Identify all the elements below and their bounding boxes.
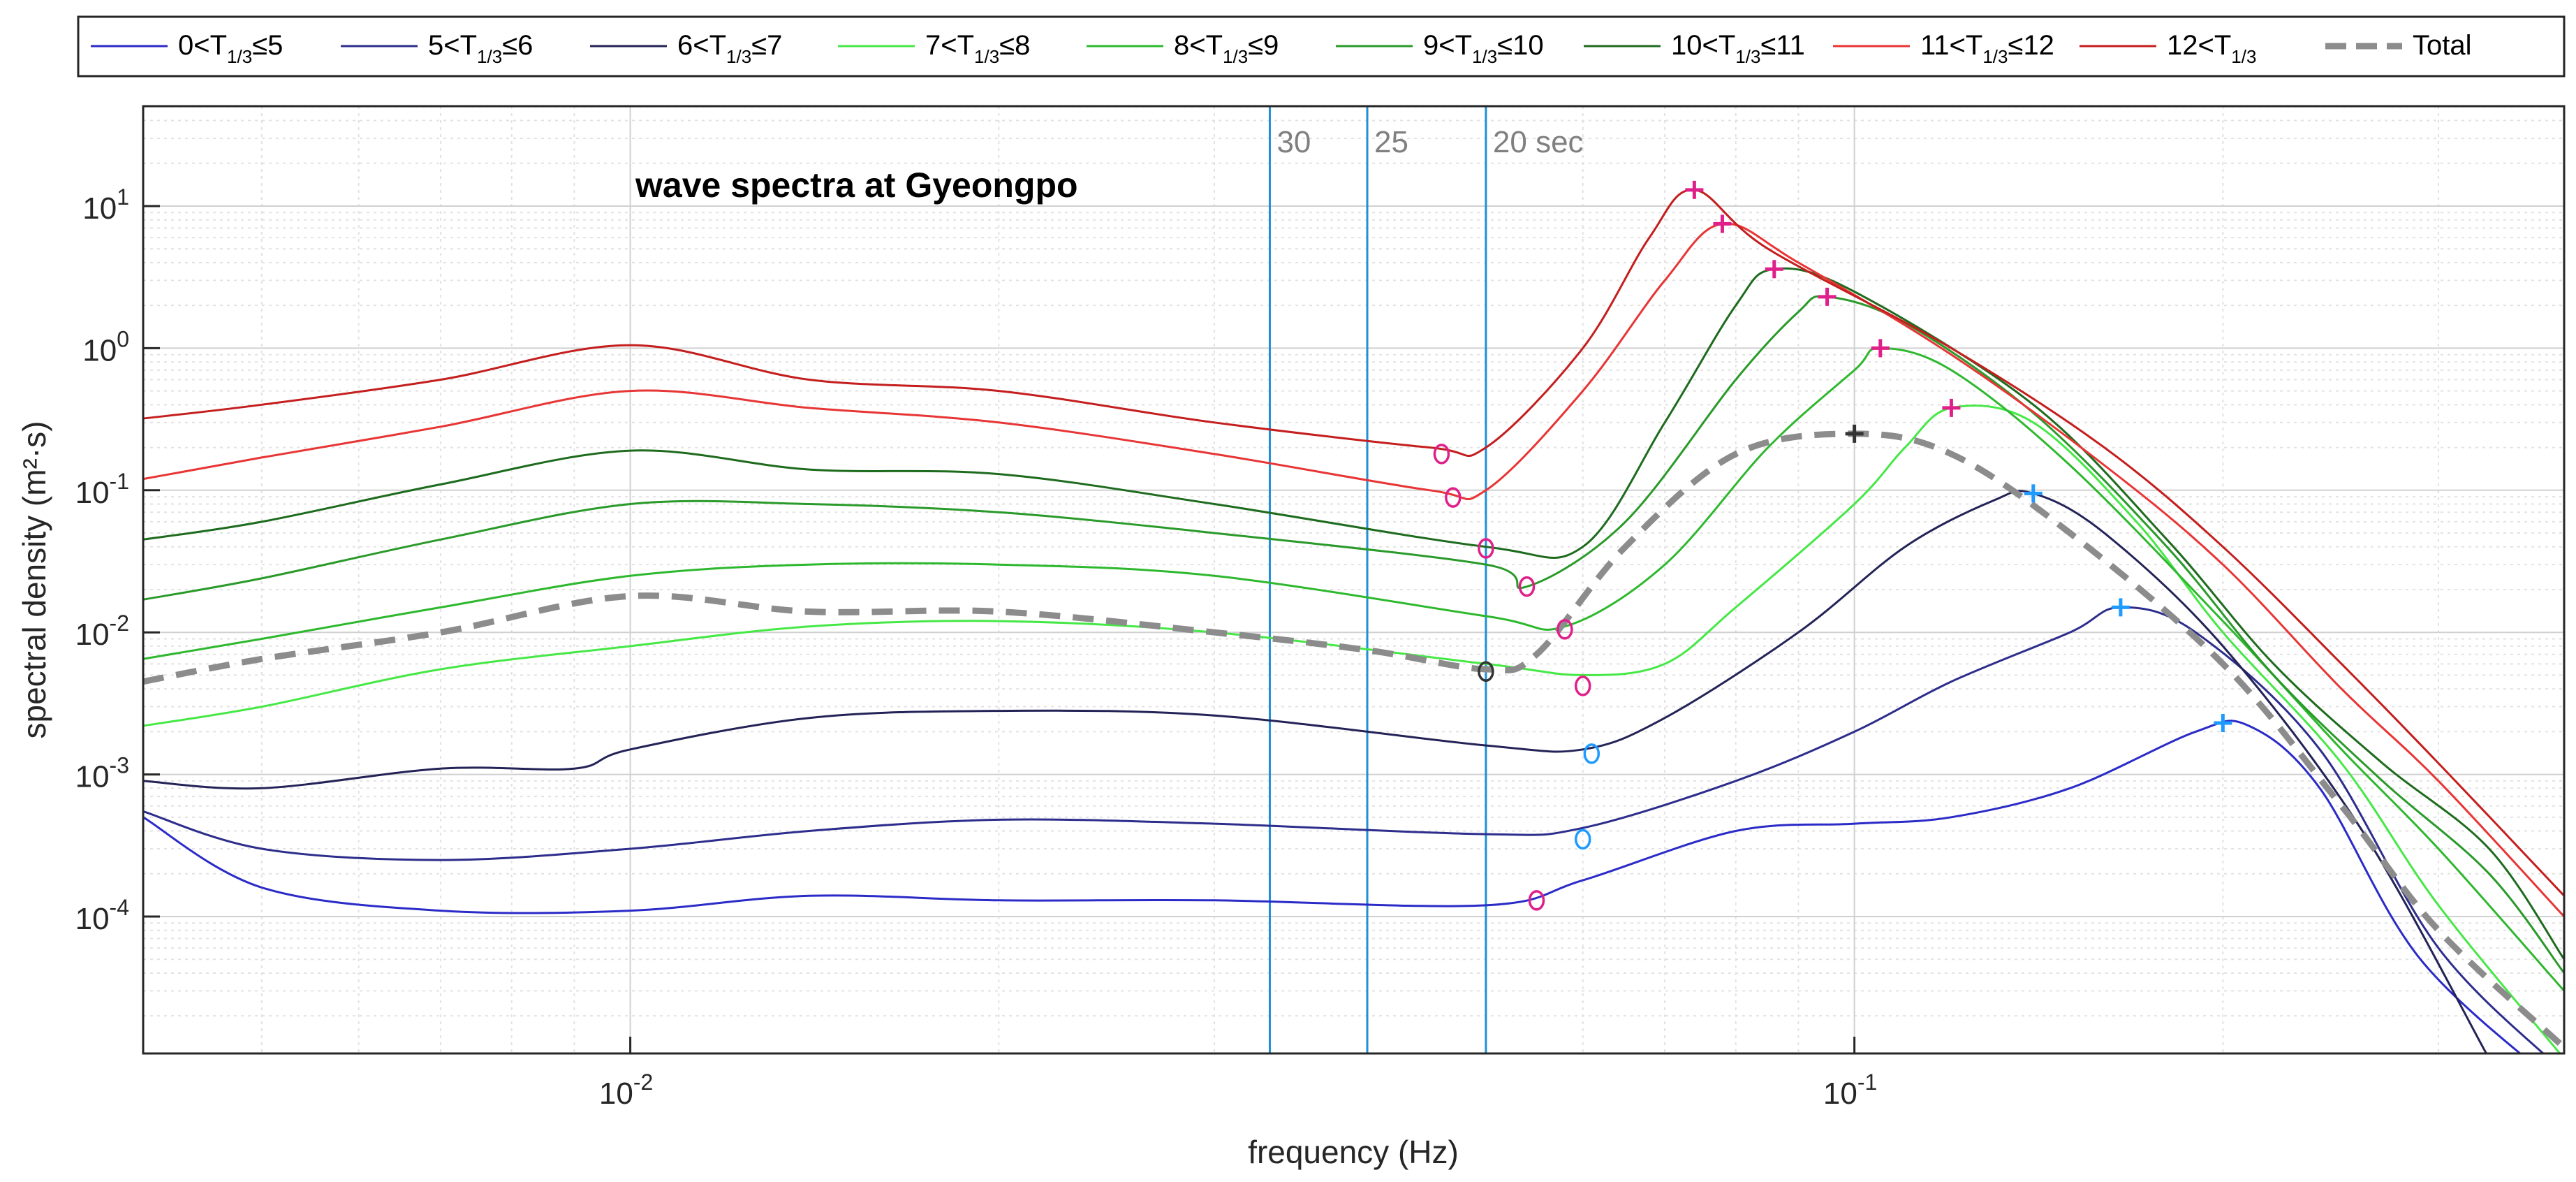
legend-label: Total — [2413, 30, 2472, 61]
trough-marker — [1574, 676, 1591, 696]
legend-item-8: 12<T1/3 — [2080, 30, 2256, 67]
legend-item-0: 0<T1/3≤5 — [91, 30, 283, 67]
x-tick-label: 10-2 — [599, 1070, 653, 1111]
series-markers — [1433, 180, 2232, 911]
series-line-7 — [143, 222, 2564, 918]
peak-marker — [1845, 424, 1864, 443]
trough-marker — [1433, 444, 1450, 465]
series-line-8 — [143, 189, 2564, 897]
x-axis-label: frequency (Hz) — [1248, 1134, 1459, 1170]
series-line-5 — [143, 295, 2564, 974]
period-label: 30 — [1276, 125, 1311, 159]
peak-marker — [1942, 398, 1961, 417]
plot-frame — [142, 105, 2566, 1055]
period-label: 25 — [1374, 125, 1408, 159]
axis-ticks: 10-2 10-1 10-4 10-3 10-2 10-1 100 101 — [75, 184, 1878, 1111]
legend-item-1: 5<T1/3≤6 — [341, 30, 533, 67]
major-gridlines — [143, 106, 2564, 1053]
legend-label: 8<T1/3≤9 — [1174, 30, 1279, 67]
legend-item-5: 9<T1/3≤10 — [1336, 30, 1544, 67]
peak-marker — [2111, 598, 2130, 617]
trough-marker — [1478, 661, 1494, 683]
legend-item-3: 7<T1/3≤8 — [838, 30, 1030, 67]
legend-label: 9<T1/3≤10 — [1423, 30, 1544, 67]
legend-item-4: 8<T1/3≤9 — [1087, 30, 1279, 67]
y-tick-label: 100 — [82, 326, 129, 367]
legend-item-6: 10<T1/3≤11 — [1584, 30, 1805, 67]
legend-label: 6<T1/3≤7 — [677, 30, 782, 67]
legend-item-9: Total — [2325, 30, 2472, 61]
peak-marker — [1713, 214, 1732, 233]
peak-marker — [1871, 339, 1890, 358]
legend-label: 0<T1/3≤5 — [178, 30, 283, 67]
series-line-0 — [143, 720, 2522, 1053]
minor-gridlines — [142, 105, 2564, 1053]
y-axis-label: spectral density (m²·s) — [16, 421, 52, 739]
trough-marker — [1556, 619, 1573, 640]
y-tick-label: 10-1 — [75, 469, 129, 510]
y-tick-label: 10-4 — [75, 895, 129, 936]
series-line-6 — [143, 267, 2564, 961]
series-line-3 — [143, 404, 2561, 1053]
legend-label: 7<T1/3≤8 — [925, 30, 1030, 67]
chart-title: wave spectra at Gyeongpo — [635, 166, 1078, 205]
legend-item-7: 11<T1/3≤12 — [1833, 30, 2054, 67]
legend-label: 11<T1/3≤12 — [1920, 30, 2054, 67]
peak-marker — [1818, 287, 1837, 306]
trough-marker — [1518, 576, 1536, 597]
series-line-9 — [143, 430, 2564, 1050]
legend-label: 10<T1/3≤11 — [1671, 30, 1805, 67]
peak-marker — [2214, 714, 2232, 733]
legend: 0<T1/3≤5 5<T1/3≤6 6<T1/3≤7 7<T1/3≤8 8<T1/3≤9… — [77, 15, 2566, 78]
period-lines: 30 25 20 sec — [1268, 106, 1584, 1053]
legend-label: 12<T1/3 — [2167, 30, 2256, 67]
peak-marker — [2024, 484, 2043, 503]
trough-marker — [1478, 538, 1494, 559]
peak-marker — [1685, 180, 1704, 199]
legend-label: 5<T1/3≤6 — [428, 30, 533, 67]
y-tick-label: 10-2 — [75, 611, 129, 652]
trough-marker — [1445, 487, 1462, 508]
trough-marker — [1574, 829, 1591, 850]
series-line-4 — [143, 346, 2564, 992]
y-tick-label: 101 — [82, 184, 129, 226]
period-label: 20 sec — [1493, 125, 1584, 159]
plot-area — [143, 106, 2564, 1053]
trough-marker — [1583, 743, 1600, 764]
x-tick-label: 10-1 — [1823, 1070, 1877, 1111]
series-line-2 — [143, 490, 2488, 1053]
series-lines — [143, 189, 2564, 1053]
trough-marker — [1528, 890, 1545, 911]
legend-item-2: 6<T1/3≤7 — [590, 30, 782, 67]
y-tick-label: 10-3 — [75, 753, 129, 794]
peak-marker — [1765, 260, 1783, 279]
